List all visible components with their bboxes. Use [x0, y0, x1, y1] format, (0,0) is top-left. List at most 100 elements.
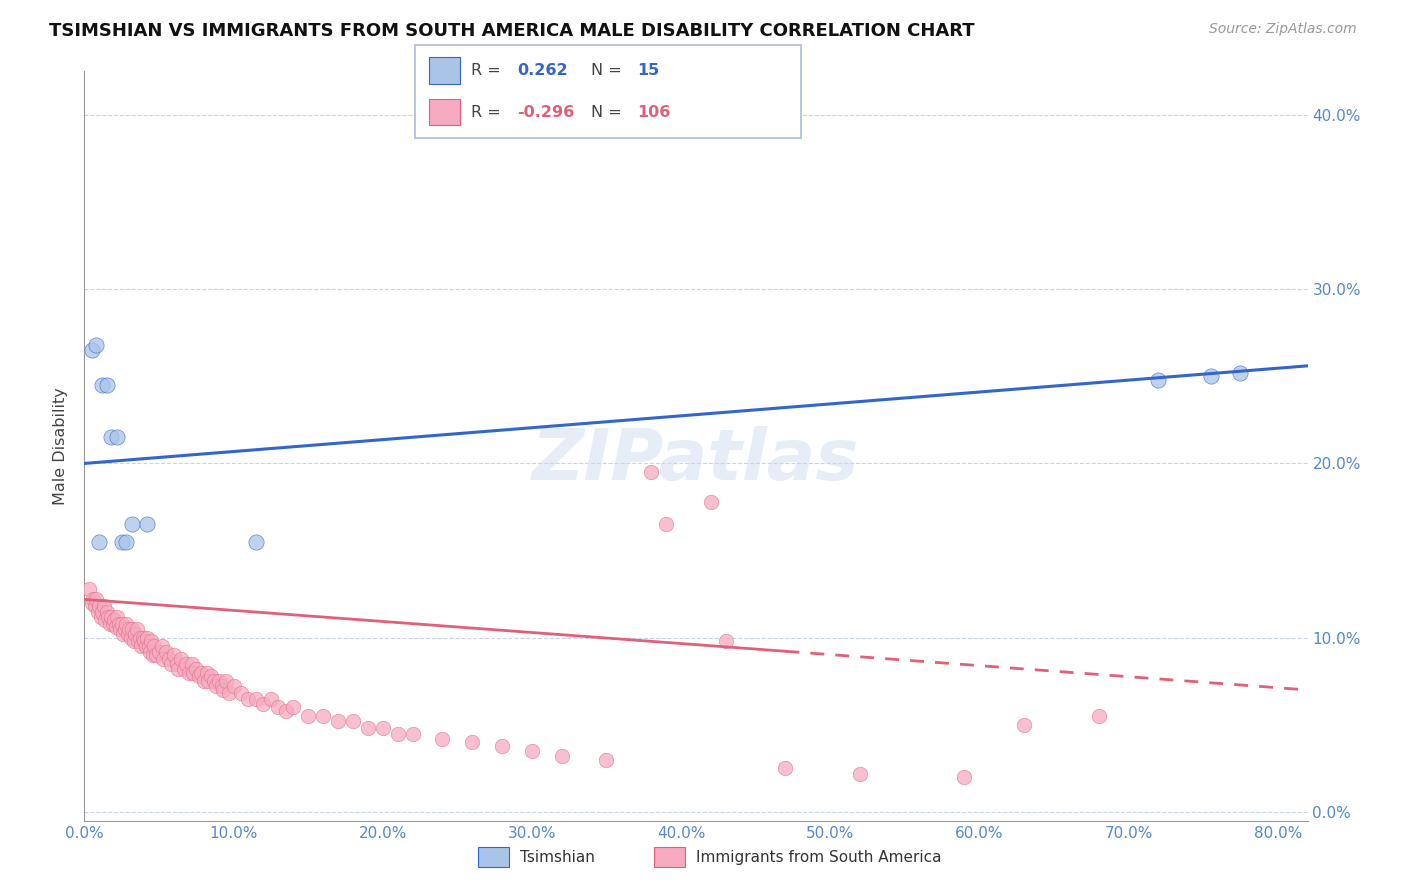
Text: ZIPatlas: ZIPatlas: [533, 426, 859, 495]
Point: [211, 680, 233, 694]
Point: [129, 640, 152, 654]
Point: [260, 691, 283, 706]
Point: [1087, 709, 1109, 723]
Text: N =: N =: [591, 63, 627, 78]
Point: [180, 657, 202, 671]
Point: [1147, 373, 1170, 387]
Point: [114, 622, 136, 636]
Point: [202, 674, 225, 689]
Point: [204, 680, 226, 694]
Point: [163, 648, 186, 662]
Point: [491, 739, 513, 753]
Text: 0.262: 0.262: [517, 63, 568, 78]
Point: [93, 599, 115, 614]
Point: [432, 731, 454, 746]
Point: [274, 704, 297, 718]
Point: [207, 674, 229, 689]
Point: [128, 631, 150, 645]
Text: Source: ZipAtlas.com: Source: ZipAtlas.com: [1209, 22, 1357, 37]
Point: [173, 662, 195, 676]
Point: [238, 691, 260, 706]
Point: [157, 651, 180, 665]
Point: [174, 657, 197, 671]
Point: [461, 735, 484, 749]
Point: [520, 744, 543, 758]
Point: [222, 680, 245, 694]
Point: [121, 622, 143, 636]
Point: [401, 726, 423, 740]
Point: [138, 640, 160, 654]
Point: [218, 686, 240, 700]
Text: Immigrants from South America: Immigrants from South America: [696, 850, 942, 864]
Point: [148, 645, 170, 659]
Point: [155, 645, 177, 659]
Point: [111, 616, 134, 631]
Point: [122, 634, 145, 648]
Point: [89, 534, 111, 549]
Point: [89, 599, 111, 614]
Point: [105, 430, 128, 444]
Text: Tsimshian: Tsimshian: [520, 850, 595, 864]
Text: -0.296: -0.296: [517, 104, 575, 120]
Point: [714, 634, 737, 648]
Point: [91, 378, 114, 392]
Point: [357, 721, 380, 735]
Point: [121, 517, 143, 532]
Point: [193, 674, 215, 689]
Point: [212, 682, 235, 697]
Point: [229, 686, 252, 700]
Point: [551, 749, 574, 764]
Point: [117, 627, 139, 641]
Point: [170, 651, 193, 665]
Point: [150, 640, 173, 654]
Point: [96, 605, 118, 619]
Point: [115, 616, 138, 631]
Point: [655, 517, 678, 532]
Text: N =: N =: [591, 104, 627, 120]
Y-axis label: Male Disability: Male Disability: [53, 387, 69, 505]
Point: [1012, 718, 1035, 732]
Point: [342, 714, 364, 729]
Point: [371, 721, 394, 735]
Point: [101, 616, 124, 631]
Point: [326, 714, 349, 729]
Point: [152, 651, 174, 665]
Point: [200, 669, 222, 683]
Point: [94, 613, 117, 627]
Point: [100, 430, 122, 444]
Point: [131, 631, 153, 645]
Point: [595, 753, 617, 767]
Point: [83, 599, 105, 614]
Point: [640, 465, 662, 479]
Point: [127, 634, 149, 648]
Point: [82, 592, 104, 607]
Text: TSIMSHIAN VS IMMIGRANTS FROM SOUTH AMERICA MALE DISABILITY CORRELATION CHART: TSIMSHIAN VS IMMIGRANTS FROM SOUTH AMERI…: [49, 22, 974, 40]
Point: [387, 726, 409, 740]
Point: [84, 338, 107, 352]
Point: [190, 665, 212, 680]
Point: [195, 665, 218, 680]
Point: [120, 631, 142, 645]
Point: [188, 669, 211, 683]
Point: [112, 627, 135, 641]
Point: [297, 709, 319, 723]
Point: [132, 634, 155, 648]
Point: [135, 640, 157, 654]
Point: [103, 613, 125, 627]
Point: [1229, 366, 1251, 380]
Point: [142, 648, 165, 662]
Text: 106: 106: [637, 104, 671, 120]
Point: [245, 691, 267, 706]
Point: [245, 534, 267, 549]
Point: [84, 592, 107, 607]
Text: 15: 15: [637, 63, 659, 78]
Text: R =: R =: [471, 104, 506, 120]
Point: [90, 609, 112, 624]
Point: [77, 582, 100, 596]
Point: [100, 609, 122, 624]
Point: [118, 622, 141, 636]
Point: [80, 596, 103, 610]
Point: [775, 761, 797, 775]
Point: [181, 665, 204, 680]
Point: [312, 709, 335, 723]
